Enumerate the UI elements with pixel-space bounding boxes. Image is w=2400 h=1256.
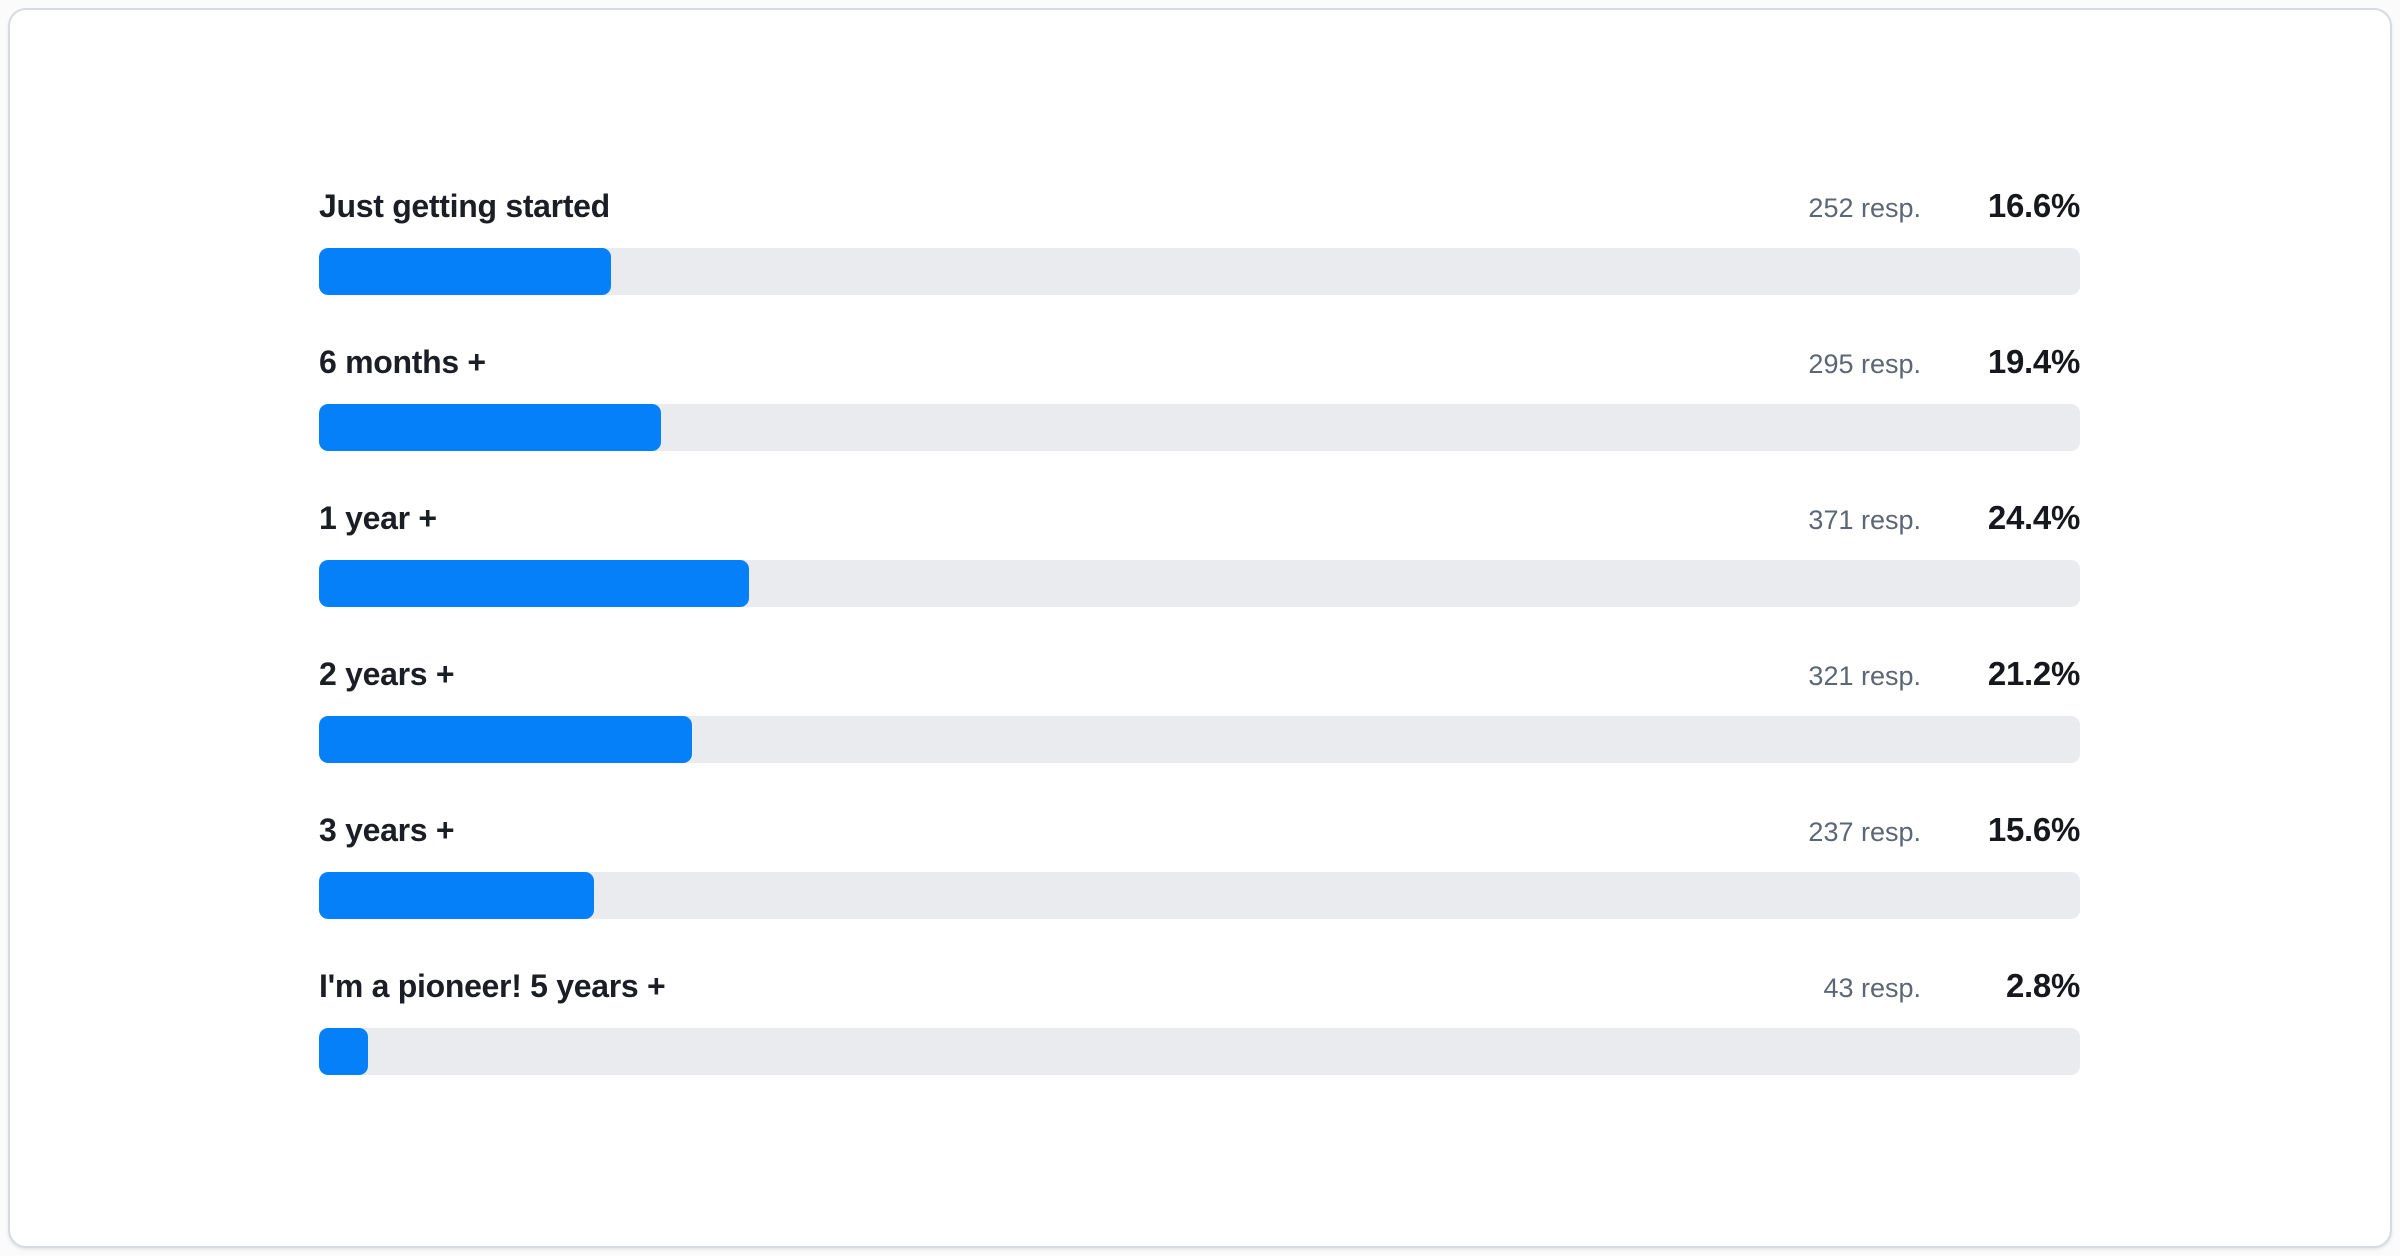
response-count: 371 resp. [1808,505,1921,535]
survey-results-card: Just getting started 252 resp. 16.6% 6 m… [8,8,2392,1248]
survey-result-row: 6 months + 295 resp. 19.4% [319,342,2080,451]
bar-fill [319,404,661,451]
answer-label: 1 year + [319,500,437,536]
answer-label: 3 years + [319,812,455,848]
bar-fill [319,1028,369,1075]
survey-result-row: 1 year + 371 resp. 24.4% [319,498,2080,607]
response-count: 43 resp. [1823,973,1921,1003]
answer-label: 6 months + [319,344,486,380]
percent-value: 2.8% [2005,967,2080,1004]
response-count: 237 resp. [1808,817,1921,847]
bar-track [319,248,2080,295]
bar-track [319,404,2080,451]
bar-fill [319,248,612,295]
percent-value: 15.6% [1987,811,2080,848]
survey-result-row: Just getting started 252 resp. 16.6% [319,186,2080,295]
percent-value: 16.6% [1987,187,2080,224]
survey-result-row: 3 years + 237 resp. 15.6% [319,810,2080,919]
response-count: 295 resp. [1808,349,1921,379]
row-header: I'm a pioneer! 5 years + 43 resp. 2.8% [319,966,2080,1006]
answer-label: I'm a pioneer! 5 years + [319,968,666,1004]
survey-result-row: I'm a pioneer! 5 years + 43 resp. 2.8% [319,966,2080,1075]
row-header: Just getting started 252 resp. 16.6% [319,186,2080,226]
percent-value: 24.4% [1987,499,2080,536]
percent-value: 21.2% [1987,655,2080,692]
percent-value: 19.4% [1987,343,2080,380]
bar-track [319,872,2080,919]
survey-result-row: 2 years + 321 resp. 21.2% [319,654,2080,763]
row-header: 3 years + 237 resp. 15.6% [319,810,2080,850]
bar-fill [319,560,749,607]
row-header: 6 months + 295 resp. 19.4% [319,342,2080,382]
bar-track [319,716,2080,763]
bar-fill [319,872,594,919]
response-count: 321 resp. [1808,661,1921,691]
bar-fill [319,716,693,763]
response-count: 252 resp. [1808,193,1921,223]
row-header: 1 year + 371 resp. 24.4% [319,498,2080,538]
row-header: 2 years + 321 resp. 21.2% [319,654,2080,694]
bar-track [319,560,2080,607]
answer-label: Just getting started [319,188,610,224]
bar-track [319,1028,2080,1075]
answer-label: 2 years + [319,656,455,692]
